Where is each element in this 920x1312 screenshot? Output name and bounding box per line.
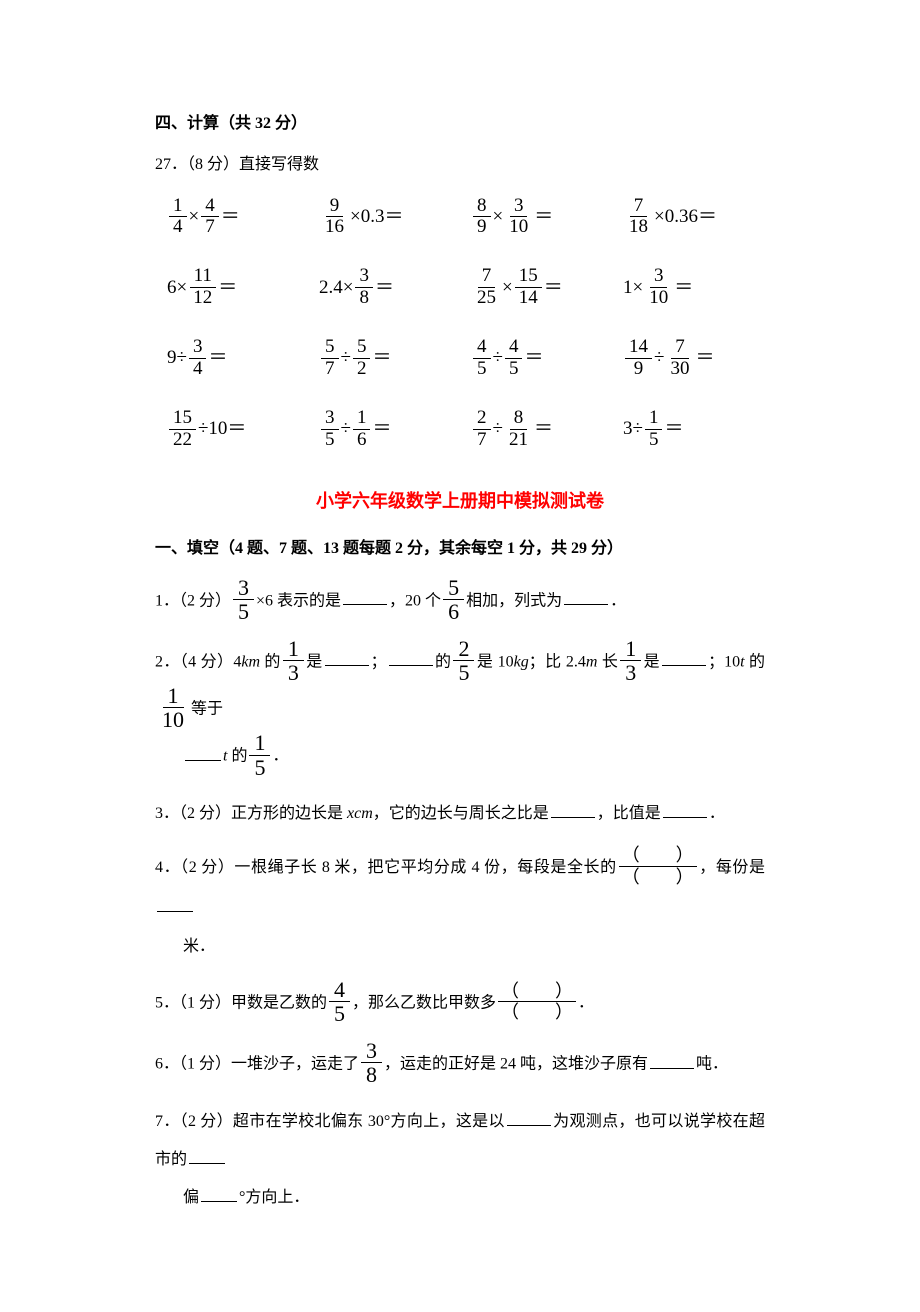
question-4: 4．（2 分）一根绳子长 8 米，把它平均分成 4 份，每段是全长的（ ）（ ）… <box>155 847 765 966</box>
q7-prefix: 7．（2 分）超市在学校北偏东 30°方向上，这是以 <box>155 1113 505 1130</box>
q7-l2b: °方向上． <box>239 1189 309 1206</box>
blank[interactable] <box>201 1186 237 1202</box>
q1-t4: ． <box>610 592 626 609</box>
q3-t3: ． <box>709 805 725 822</box>
q2-t10: 的 <box>745 653 765 670</box>
q2-line2: t 的15． <box>155 733 765 780</box>
q6-prefix: 6．（1 分）一堆沙子，运走了 <box>155 1056 359 1073</box>
calc-cell: 35÷16＝ <box>319 408 461 451</box>
q2-prefix: 2．（4 分）4 <box>155 653 241 670</box>
q5-blank-frac[interactable]: （ ）（ ） <box>498 981 576 1023</box>
question-2: 2．（4 分）4km 的13是；的25是 10kg；比 2.4m 长13是；10… <box>155 639 765 781</box>
calc-cell: 1522÷10＝ <box>167 408 309 451</box>
q2-t8: 是 <box>643 653 660 670</box>
blank[interactable] <box>189 1148 225 1164</box>
q3-t1: ，它的边长与周长之比是 <box>373 805 549 822</box>
calculation-grid: 14×47＝916×0.3＝89×310＝718×0.36＝ 6×1112＝2.4… <box>167 196 765 451</box>
question-5: 5．（1 分）甲数是乙数的45，那么乙数比甲数多（ ）（ ）． <box>155 980 765 1027</box>
q2-f4: 110 <box>157 684 189 731</box>
q1-t1: ×6 表示的是 <box>256 592 341 609</box>
section-1-header: 一、填空（4 题、7 题、13 题每题 2 分，其余每空 1 分，共 29 分） <box>155 535 765 564</box>
q3-t2: ，比值是 <box>597 805 661 822</box>
calc-cell: 9÷34＝ <box>167 337 309 380</box>
blank[interactable] <box>343 589 387 605</box>
q1-prefix: 1．（2 分） <box>155 592 231 609</box>
q2-t12: ． <box>272 748 288 765</box>
unit-km: km <box>241 653 260 670</box>
calc-cell: 2.4×38＝ <box>319 266 461 309</box>
q5-f1: 45 <box>329 978 350 1025</box>
q6-t2: 吨． <box>696 1056 728 1073</box>
q2-t3: ； <box>371 653 387 670</box>
q2-t7: 长 <box>597 653 618 670</box>
q5-t1: ，那么乙数比甲数多 <box>352 994 496 1011</box>
q1-t3: 相加，列式为 <box>466 592 562 609</box>
calc-cell: 149÷730＝ <box>623 337 765 380</box>
q1-frac2: 56 <box>443 576 464 623</box>
blank[interactable] <box>551 802 595 818</box>
q5-t2: ． <box>578 994 594 1011</box>
blank[interactable] <box>389 650 433 666</box>
calc-cell: 3÷15＝ <box>623 408 765 451</box>
section-4-header: 四、计算（共 32 分） <box>155 110 765 139</box>
xcm: xcm <box>347 805 373 822</box>
calc-cell: 27÷821＝ <box>471 408 613 451</box>
q7-l2a: 偏 <box>183 1189 199 1206</box>
q2-line2-mid: 的 <box>227 748 247 765</box>
question-7: 7．（2 分）超市在学校北偏东 30°方向上，这是以为观测点，也可以说学校在超市… <box>155 1103 765 1218</box>
calc-cell: 718×0.36＝ <box>623 196 765 239</box>
q2-t11: 等于 <box>191 701 223 718</box>
q2-t2: 是 <box>306 653 323 670</box>
calc-cell: 89×310＝ <box>471 196 613 239</box>
q4-blank-frac[interactable]: （ ）（ ） <box>619 845 697 887</box>
blank[interactable] <box>650 1053 694 1069</box>
blank[interactable] <box>663 802 707 818</box>
blank[interactable] <box>662 650 706 666</box>
q1-t2: ，20 个 <box>389 592 441 609</box>
question-1: 1．（2 分）35×6 表示的是 ，20 个56相加，列式为 ． <box>155 578 765 625</box>
blank[interactable] <box>157 896 193 912</box>
q2-t1: 的 <box>260 653 281 670</box>
calc-cell: 1×310＝ <box>623 266 765 309</box>
q5-prefix: 5．（1 分）甲数是乙数的 <box>155 994 327 1011</box>
q4-line2: 米． <box>155 928 765 966</box>
q2-t5: 是 10 <box>476 653 513 670</box>
q2-t4: 的 <box>435 653 452 670</box>
blank[interactable] <box>325 650 369 666</box>
calc-cell: 14×47＝ <box>167 196 309 239</box>
q2-f5: 15 <box>249 731 270 778</box>
blank[interactable] <box>185 745 221 761</box>
q2-t6: ；比 2.4 <box>529 653 586 670</box>
q2-t9: ；10 <box>708 653 740 670</box>
q7-line2: 偏 °方向上． <box>155 1179 765 1217</box>
q3-prefix: 3．（2 分）正方形的边长是 <box>155 805 347 822</box>
calc-cell: 725×1514＝ <box>471 266 613 309</box>
unit-m: m <box>586 653 598 670</box>
q4-t1: ，每份是 <box>699 859 765 876</box>
q6-f1: 38 <box>361 1039 382 1086</box>
q2-f1: 13 <box>283 637 304 684</box>
calc-cell: 6×1112＝ <box>167 266 309 309</box>
q2-f3: 13 <box>620 637 641 684</box>
calc-cell: 45÷45＝ <box>471 337 613 380</box>
blank[interactable] <box>507 1110 551 1126</box>
q6-t1: ，运走的正好是 24 吨，这堆沙子原有 <box>384 1056 648 1073</box>
q1-frac1: 35 <box>233 576 254 623</box>
q2-f2: 25 <box>453 637 474 684</box>
calc-cell: 57÷52＝ <box>319 337 461 380</box>
unit-kg: kg <box>514 653 529 670</box>
q27-intro: 27．（8 分）直接写得数 <box>155 151 765 180</box>
blank[interactable] <box>564 589 608 605</box>
calc-cell: 916×0.3＝ <box>319 196 461 239</box>
question-3: 3．（2 分）正方形的边长是 xcm，它的边长与周长之比是 ，比值是 ． <box>155 795 765 833</box>
exam-title: 小学六年级数学上册期中模拟测试卷 <box>155 485 765 517</box>
q4-prefix: 4．（2 分）一根绳子长 8 米，把它平均分成 4 份，每段是全长的 <box>155 859 617 876</box>
question-6: 6．（1 分）一堆沙子，运走了38，运走的正好是 24 吨，这堆沙子原有 吨． <box>155 1041 765 1088</box>
